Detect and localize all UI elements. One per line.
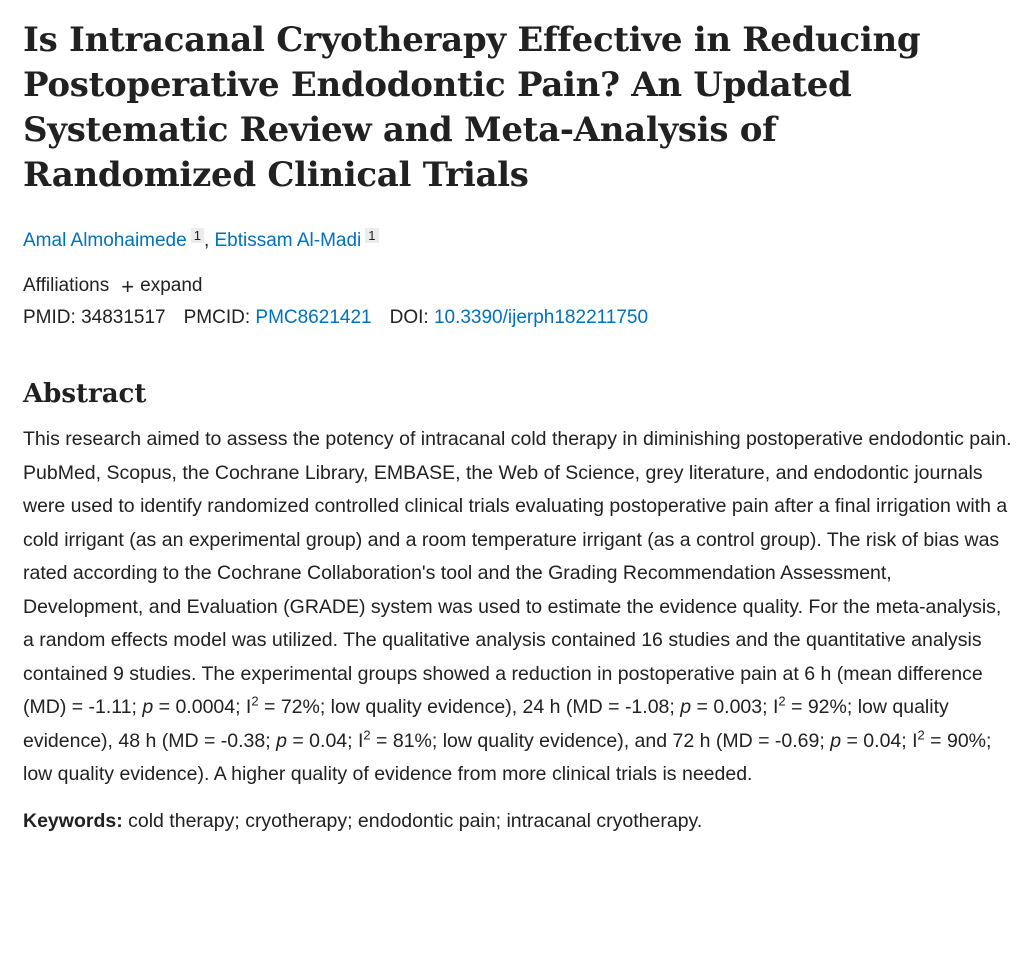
superscript-2: 2 (778, 693, 786, 709)
identifiers-row: PMID: 34831517 PMCID: PMC8621421 DOI: 10.3… (23, 307, 1013, 329)
p-value-symbol: p (680, 696, 692, 718)
author-link-1[interactable]: Amal Almohaimede (23, 230, 187, 251)
doi-link[interactable]: 10.3390/ijerph182211750 (433, 307, 649, 328)
abstract-text: This research aimed to assess the potenc… (23, 423, 1013, 792)
pmcid-link[interactable]: PMC8621421 (255, 307, 372, 328)
p-value-symbol: p (276, 729, 287, 752)
abstract-sentence: This research aimed to assess the potenc… (23, 428, 1012, 718)
pmid-value: 34831517 (81, 307, 166, 328)
affiliations-row: Affiliations + expand (23, 275, 1013, 297)
article-title: Is Intracanal Cryotherapy Effective in R… (23, 20, 921, 195)
superscript-2: 2 (363, 727, 371, 742)
author-link-2[interactable]: Ebtissam Al-Madi (214, 230, 362, 251)
keywords-row: Keywords: cold therapy; cryotherapy; end… (23, 810, 1013, 833)
abstract-fragment: = 0.003; I (691, 696, 779, 718)
pmcid-label: PMCID: (183, 307, 251, 328)
author-list: Amal Almohaimede 1, Ebtissam Al-Madi 1 (23, 228, 1013, 252)
abstract-heading: Abstract (23, 379, 147, 409)
abstract-fragment: = 81%; low quality evidence), and 72 h (… (370, 729, 831, 752)
doi-label: DOI: (389, 307, 429, 328)
keywords-label: Keywords: (23, 809, 123, 832)
p-value-symbol: p (142, 696, 154, 718)
abstract-fragment: = 92%; low quality evidence), 48 h (MD =… (23, 696, 949, 752)
abstract-fragment: = 0.04; I (286, 729, 364, 752)
author-affiliation-number-2[interactable]: 1 (365, 228, 379, 243)
abstract-fragment: = 72%; low quality evidence), 24 h (MD =… (258, 696, 681, 718)
author-separator: , (203, 230, 210, 251)
abstract-fragment: = 0.0004; I (153, 696, 252, 718)
abstract-fragment: = 0.04; I (841, 729, 918, 752)
pmid-label: PMID: (23, 307, 76, 328)
keywords-text: cold therapy; cryotherapy; endodontic pa… (122, 809, 703, 832)
abstract-fragment: = 90%; low quality evidence). A higher q… (23, 729, 992, 786)
plus-icon: + (121, 273, 135, 299)
superscript-2: 2 (917, 727, 925, 742)
author-affiliation-number-1[interactable]: 1 (190, 228, 204, 243)
expand-affiliations-button[interactable]: + expand (121, 275, 202, 297)
superscript-2: 2 (251, 693, 259, 709)
expand-label: expand (140, 275, 203, 296)
affiliations-label: Affiliations (23, 275, 110, 296)
article-page: Is Intracanal Cryotherapy Effective in R… (23, 18, 1013, 833)
p-value-symbol: p (830, 729, 842, 752)
